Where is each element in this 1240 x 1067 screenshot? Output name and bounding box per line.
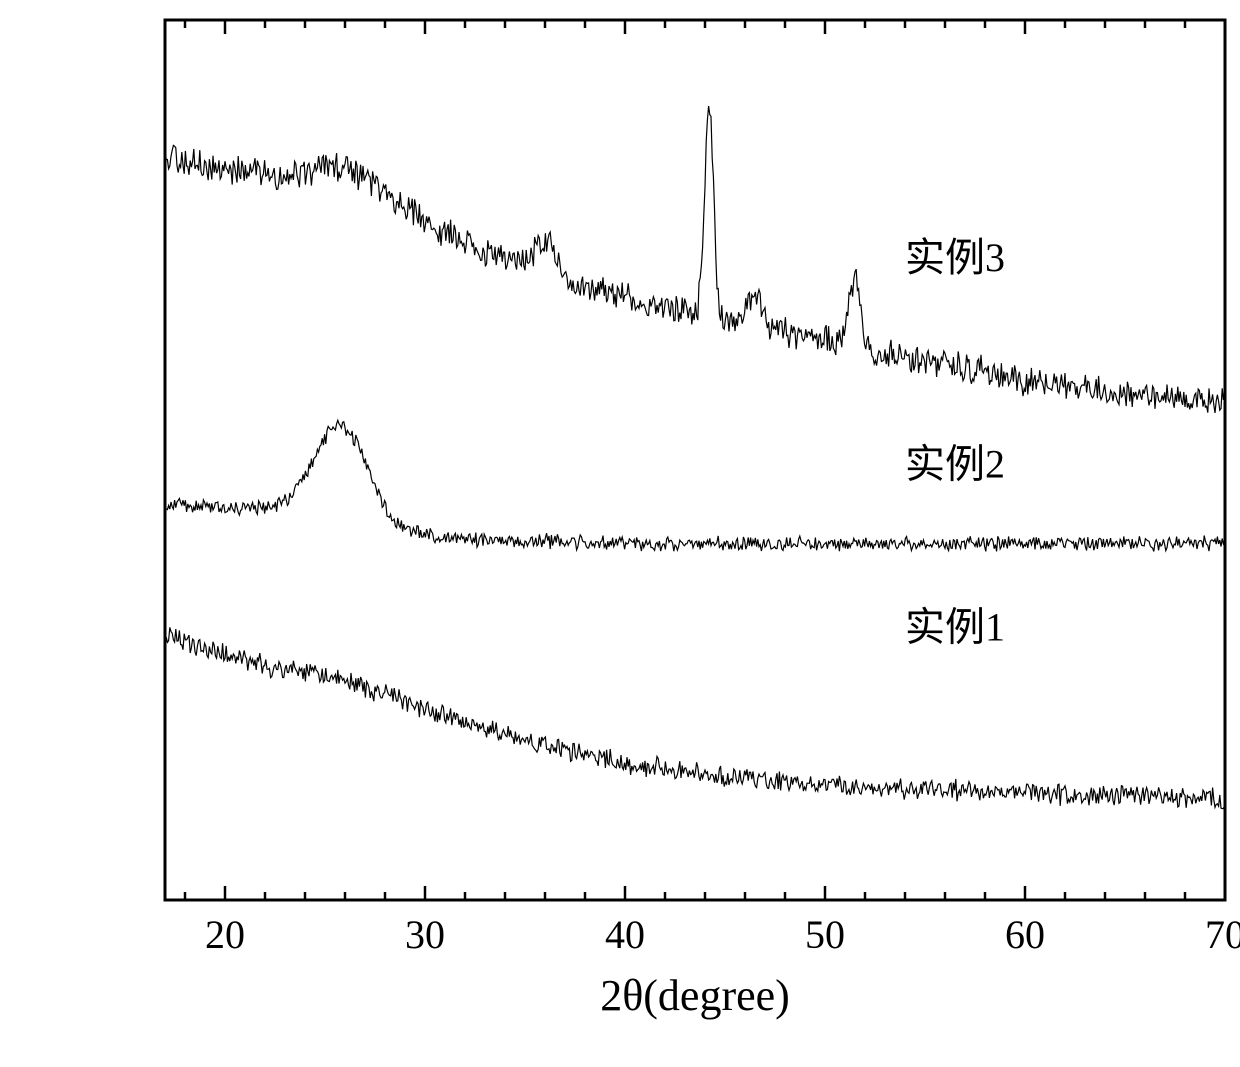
x-tick-label: 50 xyxy=(805,912,845,957)
x-tick-label: 60 xyxy=(1005,912,1045,957)
x-tick-label: 70 xyxy=(1205,912,1240,957)
series-example3 xyxy=(165,106,1225,413)
series-example1 xyxy=(165,627,1225,808)
x-tick-label: 40 xyxy=(605,912,645,957)
series-example2 xyxy=(165,420,1225,551)
x-tick-label: 30 xyxy=(405,912,445,957)
chart-svg: 实例1 实例2 实例3 20 30 40 50 60 70 2θ(degree) xyxy=(0,0,1240,1067)
series-group xyxy=(165,106,1225,809)
series-label-example1: 实例1 xyxy=(905,604,1005,649)
x-axis-title: 2θ(degree) xyxy=(600,971,790,1020)
x-tick-label: 20 xyxy=(205,912,245,957)
xrd-chart: 实例1 实例2 实例3 20 30 40 50 60 70 2θ(degree) xyxy=(0,0,1240,1067)
plot-border xyxy=(165,20,1225,900)
series-labels-group: 实例1 实例2 实例3 xyxy=(905,235,1005,650)
series-label-example2: 实例2 xyxy=(905,442,1005,487)
series-label-example3: 实例3 xyxy=(905,235,1005,280)
